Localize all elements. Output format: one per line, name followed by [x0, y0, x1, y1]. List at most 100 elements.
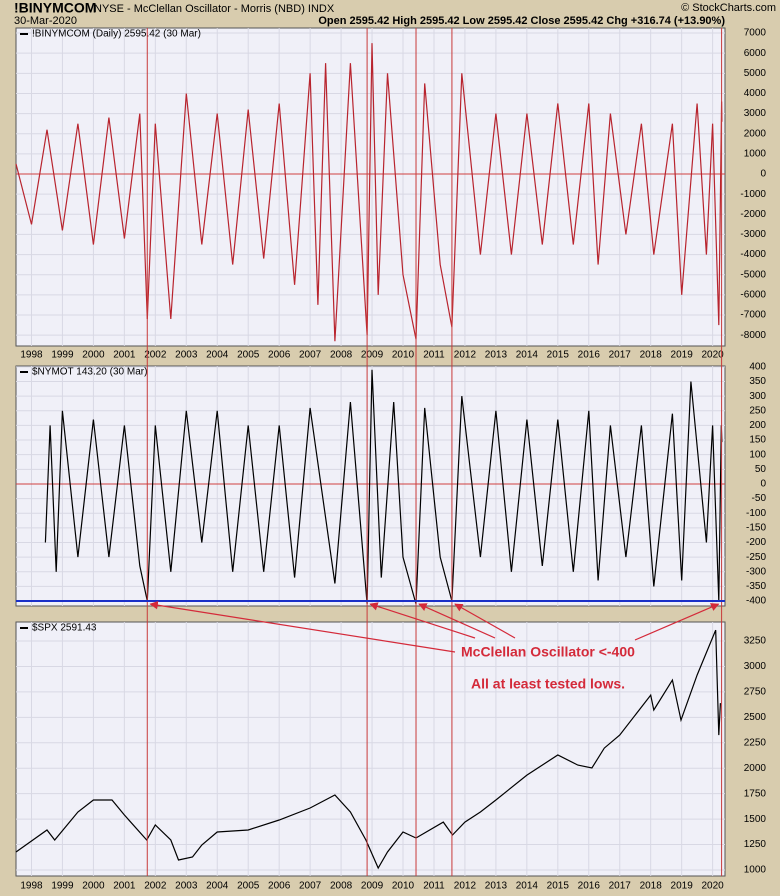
y-tick-label: 3000 — [744, 661, 767, 672]
x-tick-label: 2019 — [671, 350, 694, 361]
symbol: !BINYMCOM — [14, 0, 96, 16]
x-tick-label: 2002 — [144, 350, 167, 361]
series-line — [15, 43, 723, 342]
y-tick-label: 4000 — [744, 88, 767, 99]
x-tick-label: 2011 — [423, 881, 445, 892]
y-tick-label: 1000 — [744, 149, 767, 160]
arrow — [634, 603, 720, 641]
x-tick-label: 2016 — [578, 881, 601, 892]
y-tick-label: -6000 — [740, 289, 766, 300]
x-tick-label: 2009 — [361, 881, 384, 892]
y-tick-label: 1250 — [744, 839, 767, 850]
plot-area — [15, 27, 726, 347]
x-tick-label: 2020 — [701, 350, 724, 361]
y-tick-label: 1500 — [744, 814, 767, 825]
x-tick-label: 2012 — [454, 350, 477, 361]
legend-label: $SPX 2591.43 — [32, 623, 97, 634]
x-tick-label: 2001 — [113, 881, 136, 892]
y-tick-label: -1000 — [740, 189, 766, 200]
y-tick-label: 2500 — [744, 712, 767, 723]
y-tick-label: 100 — [749, 449, 766, 460]
y-tick-label: -8000 — [740, 330, 766, 341]
x-tick-label: 2010 — [392, 881, 415, 892]
y-tick-label: 1000 — [744, 865, 767, 876]
plot-area — [15, 621, 726, 877]
x-tick-label: 2014 — [516, 881, 539, 892]
x-tick-label: 2013 — [485, 350, 508, 361]
x-tick-label: 2020 — [701, 881, 724, 892]
x-tick-label: 2016 — [578, 350, 601, 361]
series-line — [44, 369, 723, 605]
x-tick-label: 2004 — [206, 350, 229, 361]
x-tick-label: 2018 — [640, 881, 663, 892]
y-tick-label: 2000 — [744, 128, 767, 139]
x-tick-label: 2004 — [206, 881, 229, 892]
y-tick-label: -3000 — [740, 229, 766, 240]
y-tick-label: -200 — [746, 537, 766, 548]
y-tick-label: -50 — [752, 493, 767, 504]
x-tick-label: 2014 — [516, 350, 539, 361]
y-tick-label: -2000 — [740, 209, 766, 220]
y-tick-label: 150 — [749, 435, 766, 446]
legend-label: !BINYMCOM (Daily) 2595.42 (30 Mar) — [32, 29, 201, 40]
y-tick-label: 2250 — [744, 737, 767, 748]
y-tick-label: -400 — [746, 596, 766, 607]
x-tick-label: 2013 — [485, 881, 508, 892]
x-tick-label: 1999 — [51, 881, 74, 892]
legend-label: $NYMOT 143.20 (30 Mar) — [32, 367, 147, 378]
x-tick-label: 2017 — [609, 881, 632, 892]
x-tick-label: 2008 — [330, 881, 353, 892]
x-tick-label: 2003 — [175, 350, 198, 361]
y-tick-label: 5000 — [744, 68, 767, 79]
x-tick-label: 2003 — [175, 881, 198, 892]
y-tick-label: 400 — [749, 362, 766, 373]
x-tick-label: 2000 — [82, 881, 105, 892]
x-tick-label: 2005 — [237, 350, 260, 361]
y-tick-label: 1750 — [744, 788, 767, 799]
plot-area — [15, 365, 726, 607]
x-tick-label: 1998 — [20, 881, 43, 892]
y-tick-label: -350 — [746, 581, 766, 592]
y-tick-label: -250 — [746, 552, 766, 563]
y-tick-label: 350 — [749, 376, 766, 387]
arrow — [454, 603, 516, 639]
arrow — [369, 602, 476, 639]
x-tick-label: 2017 — [609, 350, 632, 361]
x-tick-label: 2007 — [299, 350, 322, 361]
stats: Open 2595.42 High 2595.42 Low 2595.42 Cl… — [318, 15, 725, 27]
x-tick-label: 2018 — [640, 350, 663, 361]
annotation: McClellan Oscillator <-400 — [461, 644, 635, 660]
x-tick-label: 2001 — [113, 350, 136, 361]
date: 30-Mar-2020 — [14, 15, 77, 27]
x-tick-label: 2005 — [237, 881, 260, 892]
series-line — [15, 629, 721, 870]
x-tick-label: 2008 — [330, 350, 353, 361]
y-tick-label: 0 — [760, 169, 766, 180]
y-tick-label: 200 — [749, 420, 766, 431]
y-tick-label: -4000 — [740, 249, 766, 260]
y-tick-label: -300 — [746, 566, 766, 577]
x-tick-label: 2006 — [268, 881, 291, 892]
y-tick-label: 3000 — [744, 108, 767, 119]
x-tick-label: 1999 — [51, 350, 74, 361]
arrow — [418, 603, 496, 639]
y-tick-label: 50 — [755, 464, 767, 475]
x-tick-label: 2012 — [454, 881, 477, 892]
x-tick-label: 2006 — [268, 350, 291, 361]
y-tick-label: 2750 — [744, 687, 767, 698]
annotation: All at least tested lows. — [471, 676, 625, 692]
y-tick-label: 7000 — [744, 28, 767, 39]
y-tick-label: -7000 — [740, 310, 766, 321]
x-tick-label: 2007 — [299, 881, 322, 892]
x-tick-label: 2009 — [361, 350, 384, 361]
y-tick-label: 300 — [749, 391, 766, 402]
x-tick-label: 2019 — [671, 881, 694, 892]
description: NYSE - McClellan Oscillator - Morris (NB… — [94, 3, 335, 15]
y-tick-label: 2000 — [744, 763, 767, 774]
arrow — [149, 601, 456, 653]
copyright: © StockCharts.com — [681, 2, 776, 14]
y-tick-label: -5000 — [740, 269, 766, 280]
x-tick-label: 2010 — [392, 350, 415, 361]
y-tick-label: 6000 — [744, 48, 767, 59]
